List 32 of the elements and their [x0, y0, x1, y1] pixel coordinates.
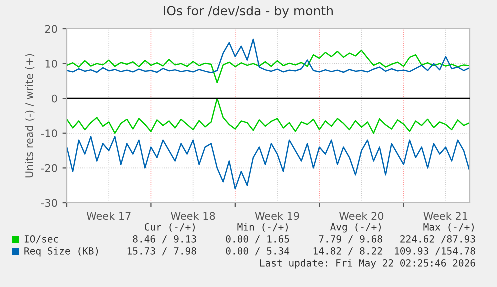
x-tick-label: Week 18	[171, 212, 216, 220]
text: Cur (-/+)	[144, 223, 195, 232]
text: 109.93 /154.78	[395, 247, 476, 256]
x-tick-label: Week 21	[424, 212, 468, 220]
y-tick-label: 0	[52, 94, 58, 103]
line-series	[67, 50, 470, 84]
text: 224.62 /87.93	[400, 235, 476, 244]
text: Avg (-/+)	[330, 223, 381, 233]
text: 0.00 / 5.34	[226, 247, 290, 256]
text: 0.00 / 1.65	[226, 235, 290, 244]
line-series	[67, 98, 470, 134]
text: 8.46 / 9.13	[133, 235, 196, 244]
text: 7.79 / 9.68	[319, 235, 382, 244]
y-tick-label: -30	[41, 199, 58, 208]
x-tick-label: Week 17	[86, 212, 131, 220]
y-tick-label: -20	[41, 164, 58, 172]
x-tick-label: Week 19	[255, 212, 300, 220]
line-series	[67, 38, 470, 74]
y-tick-label: -10	[41, 130, 58, 138]
text: Last update: Fri May 22 02:25:46 2026	[260, 259, 476, 269]
text: Max (-/+)	[424, 223, 474, 232]
text: Min (-/+)	[238, 223, 288, 232]
text: 14.82 / 8.22	[314, 247, 382, 256]
y-axis-title: Units read (-) / write (+)	[25, 54, 35, 178]
legend-label: IO/sec	[24, 235, 58, 244]
y-tick-label: 20	[45, 25, 58, 34]
legend-label: Req Size (KB)	[24, 247, 98, 257]
line-series	[67, 136, 470, 190]
y-tick-label: 10	[46, 60, 58, 68]
x-tick-label: Week 20	[340, 212, 384, 220]
chart-title: IOs for /dev/sda - by month	[164, 6, 333, 18]
text: 15.73 / 7.98	[128, 247, 196, 256]
